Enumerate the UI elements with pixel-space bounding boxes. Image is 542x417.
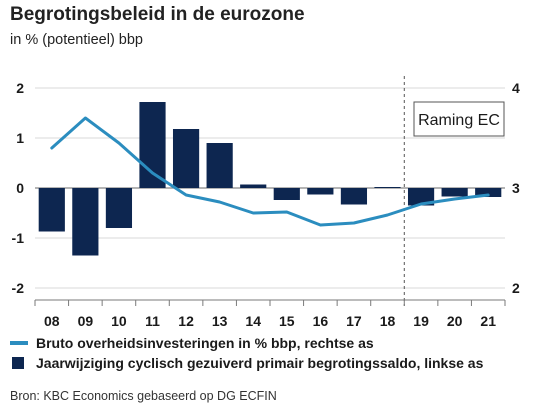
legend-label-bar: Jaarwijziging cyclisch gezuiverd primair… <box>36 355 484 371</box>
line-path <box>50 116 490 227</box>
x-tick-label: 13 <box>212 313 228 329</box>
annotation-label: Raming EC <box>418 112 500 129</box>
bar <box>139 102 166 188</box>
bar <box>340 188 368 205</box>
bar <box>105 188 133 228</box>
y-left-tick-label: -1 <box>12 230 25 246</box>
bar-series <box>38 102 502 256</box>
chart-subtitle: in % (potentieel) bbp <box>10 32 143 48</box>
bar <box>374 187 401 188</box>
bar <box>407 188 435 206</box>
annotation-box <box>413 101 505 137</box>
bar <box>475 188 502 197</box>
bar <box>172 129 200 188</box>
bar <box>72 188 99 256</box>
x-tick-label: 18 <box>380 313 396 329</box>
legend-label-line: Bruto overheidsinvesteringen in % bbp, r… <box>36 335 374 351</box>
x-tick-label: 09 <box>78 313 94 329</box>
x-tick-label: 10 <box>111 313 127 329</box>
x-tick-label: 21 <box>480 313 496 329</box>
chart-title: Begrotingsbeleid in de eurozone <box>10 4 305 25</box>
bar <box>38 188 65 232</box>
legend: Bruto overheidsinvesteringen in % bbp, r… <box>10 335 484 371</box>
y-right-tick-label: 2 <box>512 280 520 296</box>
source-note: Bron: KBC Economics gebaseerd op DG ECFI… <box>10 389 277 403</box>
x-tick-label: 15 <box>279 313 295 329</box>
legend-swatch-bar <box>12 357 24 369</box>
bar <box>240 184 267 188</box>
x-tick-label: 12 <box>178 313 194 329</box>
bar <box>441 188 468 197</box>
x-tick-label: 16 <box>313 313 329 329</box>
bar <box>273 188 300 200</box>
x-tick-label: 19 <box>413 313 429 329</box>
y-right-tick-label: 4 <box>512 80 520 96</box>
y-left-tick-label: -2 <box>12 280 25 296</box>
forecast-divider: Raming EC <box>403 76 505 306</box>
bar <box>307 188 334 195</box>
bar <box>206 143 233 188</box>
y-left-tick-label: 0 <box>16 180 24 196</box>
line-series <box>50 116 490 227</box>
x-tick-label: 17 <box>346 313 362 329</box>
x-tick-label: 08 <box>44 313 60 329</box>
y-left-tick-label: 2 <box>16 80 24 96</box>
y-right-tick-label: 3 <box>512 180 520 196</box>
x-tick-label: 20 <box>447 313 463 329</box>
x-tick-label: 14 <box>245 313 261 329</box>
y-left-tick-label: 1 <box>16 130 24 146</box>
x-tick-label: 11 <box>145 313 160 329</box>
